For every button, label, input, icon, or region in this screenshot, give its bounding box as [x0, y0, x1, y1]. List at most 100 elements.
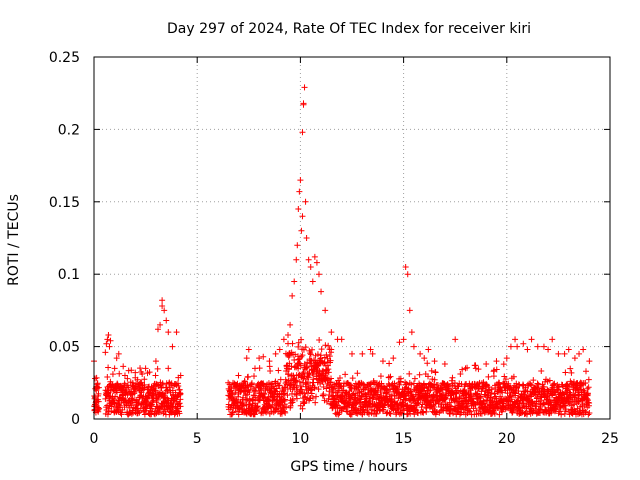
data-point: [431, 358, 438, 365]
data-point: [304, 390, 311, 397]
data-point: [497, 393, 504, 400]
data-points: [91, 84, 593, 418]
data-point: [547, 398, 554, 405]
data-point: [473, 391, 480, 398]
data-point: [124, 375, 131, 382]
data-point: [299, 405, 306, 412]
data-point: [402, 263, 409, 270]
data-point: [500, 361, 507, 368]
data-point: [176, 400, 183, 407]
data-point: [425, 346, 432, 353]
x-tick-labels: 0 5 10 15 20 25: [90, 431, 619, 447]
data-point: [106, 343, 113, 350]
data-point: [273, 385, 280, 392]
data-point: [318, 288, 325, 295]
data-point: [281, 396, 288, 403]
data-point: [459, 366, 466, 373]
data-point: [365, 411, 372, 418]
data-point: [528, 336, 535, 343]
data-point: [474, 390, 481, 397]
x-tick-label: 5: [193, 431, 202, 447]
data-point: [287, 377, 294, 384]
data-point: [115, 401, 122, 408]
data-point: [141, 411, 148, 418]
data-point: [535, 381, 542, 388]
data-point: [525, 400, 532, 407]
data-point: [251, 373, 258, 380]
data-point: [431, 376, 438, 383]
data-point: [428, 367, 435, 374]
data-point: [275, 367, 282, 374]
data-point: [301, 390, 308, 397]
data-point: [176, 410, 183, 417]
data-point: [322, 307, 329, 314]
data-point: [301, 399, 308, 406]
data-point: [309, 278, 316, 285]
data-point: [146, 369, 153, 376]
data-point: [309, 394, 316, 401]
data-point: [148, 401, 155, 408]
data-point: [159, 303, 166, 310]
data-point: [584, 391, 591, 398]
data-point: [379, 358, 386, 365]
data-point: [387, 373, 394, 380]
data-point: [491, 367, 498, 374]
data-point: [555, 350, 562, 357]
data-point: [295, 365, 302, 372]
y-tick-label: 0.2: [58, 122, 80, 138]
data-point: [585, 376, 592, 383]
data-point: [452, 336, 459, 343]
data-point: [562, 369, 569, 376]
data-point: [303, 235, 310, 241]
data-point: [472, 365, 479, 372]
data-point: [546, 377, 553, 384]
data-point: [251, 411, 258, 418]
data-point: [315, 386, 322, 393]
data-point: [128, 410, 135, 417]
data-point: [299, 213, 306, 220]
data-point: [378, 380, 385, 387]
data-point: [425, 373, 432, 380]
y-tick-labels: 0 0.05 0.1 0.15 0.2 0.25: [49, 50, 80, 428]
data-point: [338, 336, 345, 343]
data-point: [151, 411, 158, 418]
data-point: [113, 355, 120, 362]
data-point: [386, 410, 393, 417]
data-point: [298, 227, 305, 234]
data-point: [478, 410, 485, 417]
data-point: [229, 390, 236, 397]
data-point: [524, 346, 531, 353]
data-point: [137, 365, 144, 372]
data-point: [569, 398, 576, 405]
data-point: [342, 371, 349, 378]
data-point: [295, 206, 302, 213]
data-point: [300, 369, 307, 376]
data-point: [414, 400, 421, 407]
data-point: [566, 383, 573, 390]
data-point: [520, 400, 527, 407]
data-point: [545, 346, 552, 353]
plot-frame: [93, 56, 611, 420]
data-point: [128, 367, 135, 374]
data-point: [432, 369, 439, 376]
data-point: [558, 411, 565, 418]
data-point: [139, 371, 146, 378]
data-point: [177, 390, 184, 397]
data-point: [306, 395, 313, 402]
data-point: [141, 385, 148, 392]
data-point: [540, 343, 547, 350]
data-point: [313, 393, 320, 400]
data-point: [177, 372, 184, 379]
data-point: [297, 362, 304, 369]
data-point: [512, 390, 519, 397]
data-point: [400, 336, 407, 343]
data-point: [467, 408, 474, 415]
data-point: [148, 402, 155, 409]
y-tick-label: 0.1: [58, 267, 80, 283]
data-point: [348, 396, 355, 403]
data-point: [408, 329, 415, 336]
data-point: [95, 406, 102, 413]
data-point: [93, 374, 100, 381]
data-point: [503, 355, 510, 362]
